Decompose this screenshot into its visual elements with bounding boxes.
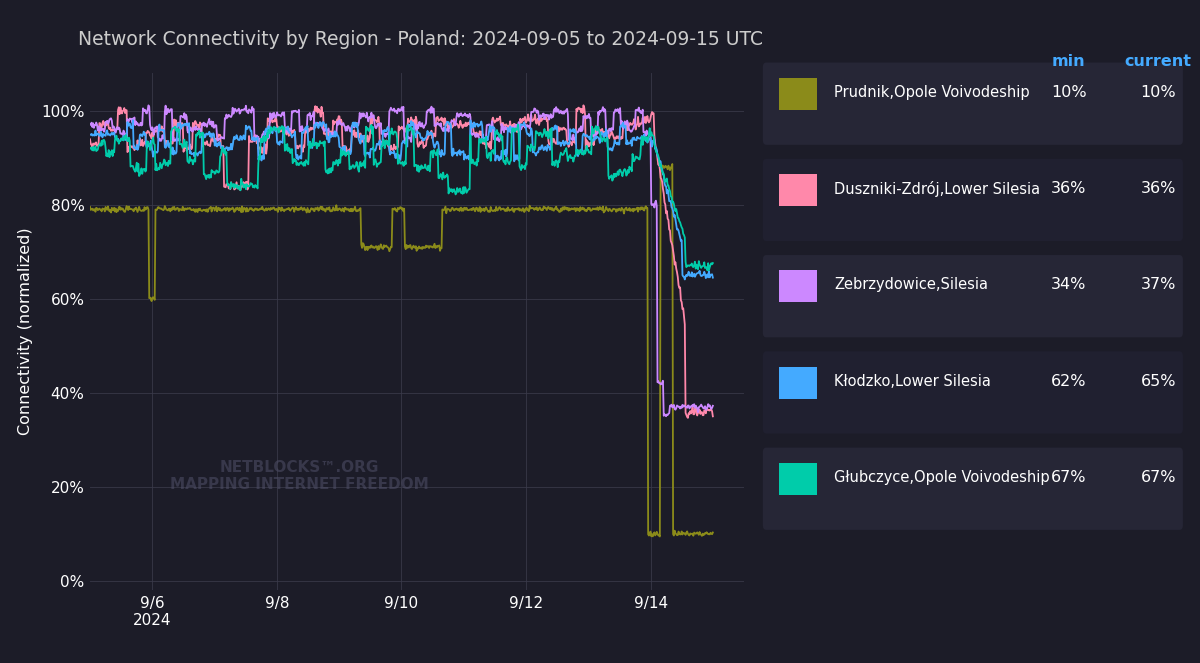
Text: 37%: 37%: [1140, 277, 1176, 292]
Text: min: min: [1052, 54, 1086, 70]
Text: 67%: 67%: [1051, 470, 1086, 485]
Y-axis label: Connectivity (normalized): Connectivity (normalized): [18, 227, 32, 436]
Text: NETBLOCKS™.ORG
MAPPING INTERNET FREEDOM: NETBLOCKS™.ORG MAPPING INTERNET FREEDOM: [170, 460, 428, 493]
Text: Kłodzko,Lower Silesia: Kłodzko,Lower Silesia: [834, 373, 991, 389]
Bar: [779, 367, 817, 398]
Text: Network Connectivity by Region - Poland: 2024-09-05 to 2024-09-15 UTC: Network Connectivity by Region - Poland:…: [78, 30, 762, 49]
Text: 34%: 34%: [1051, 277, 1086, 292]
Text: 67%: 67%: [1140, 470, 1176, 485]
Text: Duszniki-Zdrój,Lower Silesia: Duszniki-Zdrój,Lower Silesia: [834, 180, 1040, 196]
Bar: [779, 174, 817, 206]
FancyBboxPatch shape: [763, 255, 1183, 337]
Bar: [779, 463, 817, 495]
Text: 10%: 10%: [1051, 85, 1086, 100]
FancyBboxPatch shape: [763, 351, 1183, 434]
Text: 36%: 36%: [1140, 181, 1176, 196]
Text: Głubczyce,Opole Voivodeship: Głubczyce,Opole Voivodeship: [834, 470, 1050, 485]
Text: Prudnik,Opole Voivodeship: Prudnik,Opole Voivodeship: [834, 85, 1030, 100]
Text: 65%: 65%: [1140, 373, 1176, 389]
Text: Zebrzydowice,Silesia: Zebrzydowice,Silesia: [834, 277, 989, 292]
Text: 62%: 62%: [1051, 373, 1086, 389]
Text: 36%: 36%: [1051, 181, 1086, 196]
Bar: [779, 78, 817, 110]
FancyBboxPatch shape: [763, 448, 1183, 530]
Text: current: current: [1124, 54, 1192, 70]
FancyBboxPatch shape: [763, 159, 1183, 241]
Bar: [779, 271, 817, 302]
FancyBboxPatch shape: [763, 62, 1183, 145]
Text: 10%: 10%: [1140, 85, 1176, 100]
